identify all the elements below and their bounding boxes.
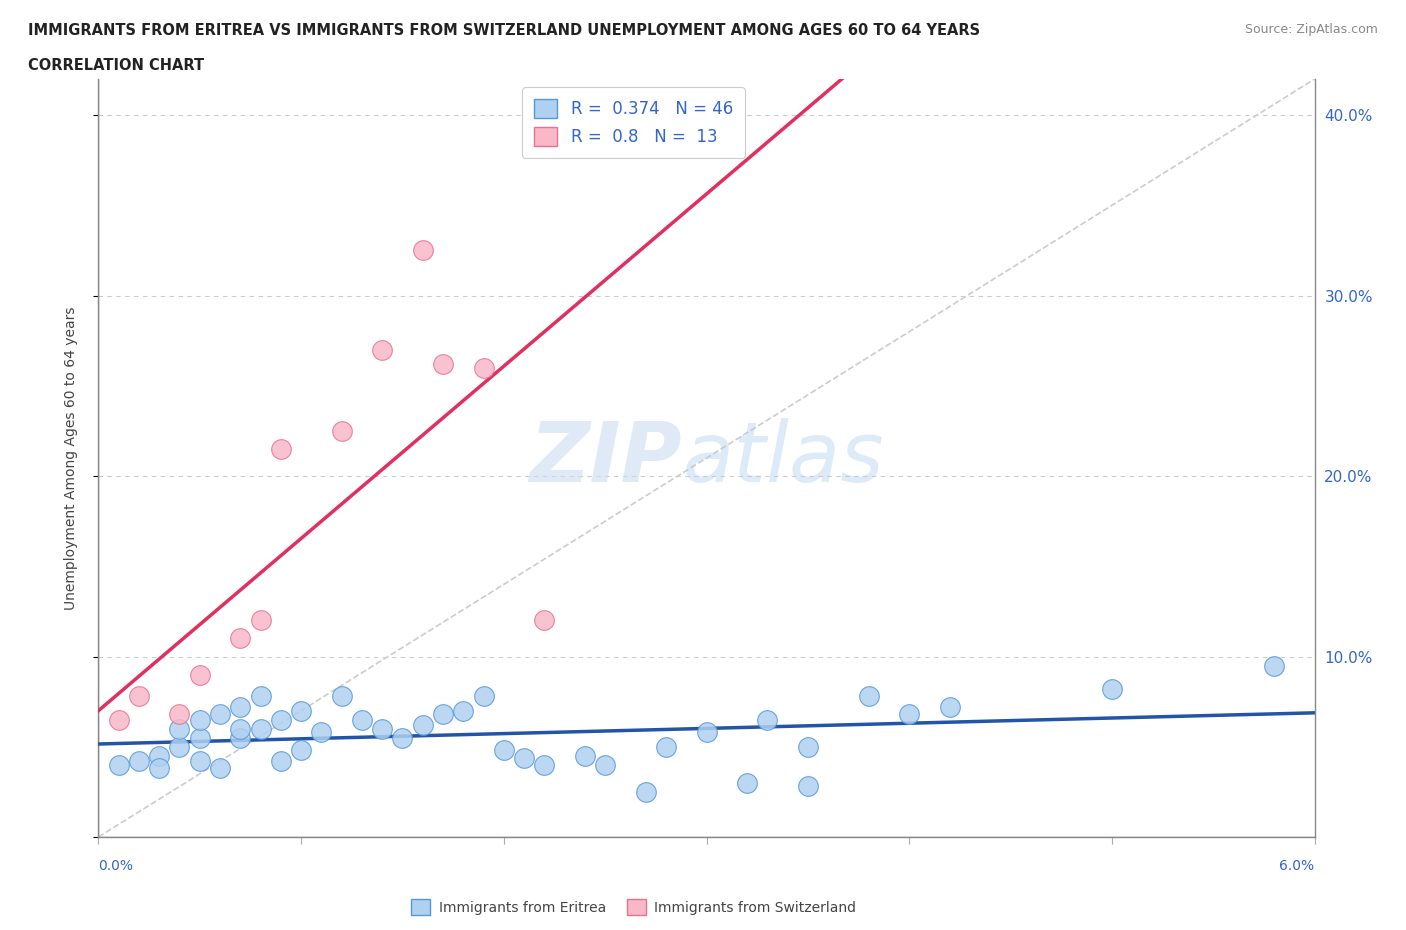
Point bbox=[453, 703, 475, 718]
Point bbox=[249, 613, 271, 628]
Point bbox=[735, 776, 758, 790]
Point bbox=[655, 739, 678, 754]
Point bbox=[472, 360, 495, 375]
Point bbox=[188, 753, 211, 768]
Text: Source: ZipAtlas.com: Source: ZipAtlas.com bbox=[1244, 23, 1378, 36]
Point bbox=[533, 757, 555, 772]
Point bbox=[412, 718, 434, 733]
Point bbox=[1263, 658, 1285, 673]
Point bbox=[391, 730, 413, 745]
Point bbox=[229, 730, 252, 745]
Text: CORRELATION CHART: CORRELATION CHART bbox=[28, 58, 204, 73]
Point bbox=[270, 712, 292, 727]
Point bbox=[593, 757, 616, 772]
Point bbox=[209, 707, 232, 722]
Point bbox=[533, 613, 555, 628]
Point bbox=[797, 779, 820, 794]
Point bbox=[148, 761, 170, 776]
Point bbox=[229, 631, 252, 646]
Text: atlas: atlas bbox=[682, 418, 884, 498]
Point bbox=[412, 243, 434, 258]
Point bbox=[148, 749, 170, 764]
Point bbox=[371, 722, 394, 737]
Point bbox=[169, 722, 191, 737]
Point bbox=[290, 743, 312, 758]
Point bbox=[898, 707, 921, 722]
Point bbox=[330, 423, 353, 438]
Point bbox=[169, 707, 191, 722]
Point bbox=[229, 722, 252, 737]
Point bbox=[128, 753, 150, 768]
Point bbox=[1101, 682, 1123, 697]
Point bbox=[290, 703, 312, 718]
Point bbox=[311, 724, 333, 739]
Point bbox=[797, 739, 820, 754]
Point bbox=[432, 707, 454, 722]
Point bbox=[107, 712, 129, 727]
Point bbox=[249, 722, 271, 737]
Point bbox=[270, 442, 292, 457]
Point bbox=[350, 712, 373, 727]
Point bbox=[169, 739, 191, 754]
Point bbox=[188, 667, 211, 682]
Point bbox=[634, 784, 657, 799]
Point bbox=[513, 751, 536, 765]
Point bbox=[128, 689, 150, 704]
Y-axis label: Unemployment Among Ages 60 to 64 years: Unemployment Among Ages 60 to 64 years bbox=[63, 306, 77, 610]
Point bbox=[472, 689, 495, 704]
Point bbox=[229, 699, 252, 714]
Point bbox=[858, 689, 880, 704]
Text: 6.0%: 6.0% bbox=[1279, 858, 1315, 872]
Text: IMMIGRANTS FROM ERITREA VS IMMIGRANTS FROM SWITZERLAND UNEMPLOYMENT AMONG AGES 6: IMMIGRANTS FROM ERITREA VS IMMIGRANTS FR… bbox=[28, 23, 980, 38]
Point bbox=[492, 743, 515, 758]
Point bbox=[696, 724, 718, 739]
Point bbox=[188, 730, 211, 745]
Point bbox=[371, 342, 394, 357]
Point bbox=[188, 712, 211, 727]
Point bbox=[432, 357, 454, 372]
Point bbox=[249, 689, 271, 704]
Text: ZIP: ZIP bbox=[530, 418, 682, 498]
Point bbox=[574, 749, 596, 764]
Text: 0.0%: 0.0% bbox=[98, 858, 134, 872]
Point bbox=[209, 761, 232, 776]
Point bbox=[270, 753, 292, 768]
Point bbox=[107, 757, 129, 772]
Point bbox=[939, 699, 962, 714]
Point bbox=[756, 712, 779, 727]
Point bbox=[330, 689, 353, 704]
Legend: Immigrants from Eritrea, Immigrants from Switzerland: Immigrants from Eritrea, Immigrants from… bbox=[405, 894, 862, 921]
